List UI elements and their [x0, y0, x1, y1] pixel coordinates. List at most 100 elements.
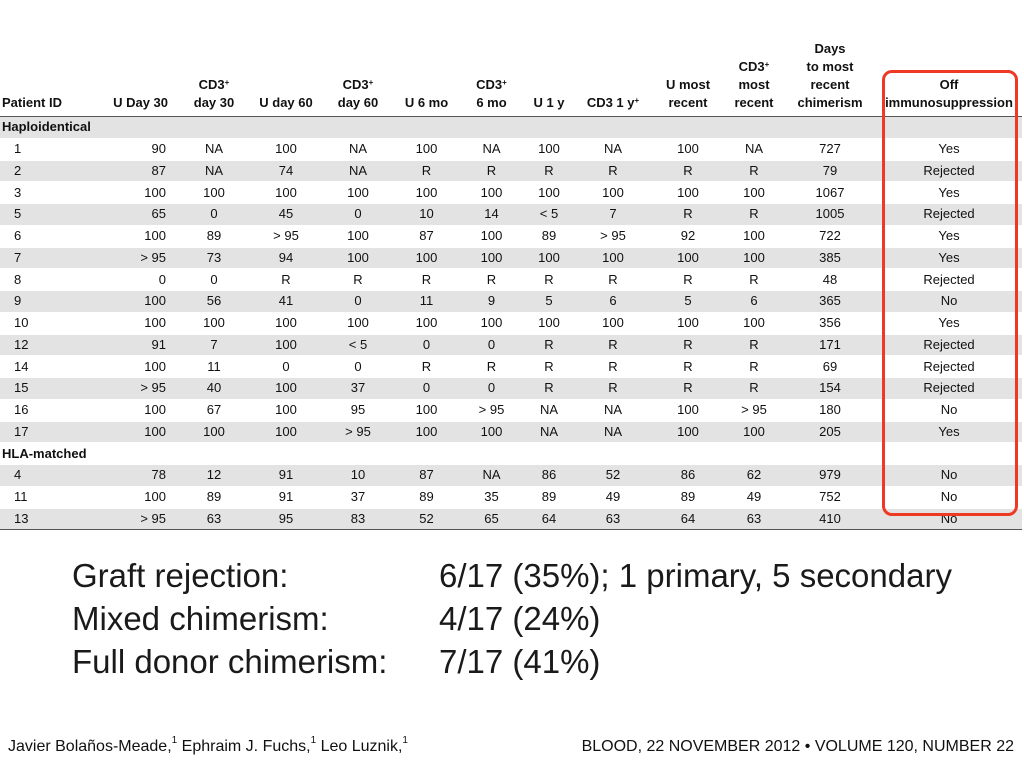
column-header: CD3 1 y+ [574, 40, 652, 117]
table-cell: 385 [784, 247, 876, 270]
patient-id-cell: 10 [0, 312, 98, 335]
patient-id-cell: 14 [0, 355, 98, 378]
table-cell: 64 [652, 508, 724, 531]
table-cell: 91 [250, 464, 322, 487]
column-header: U most recent [652, 40, 724, 117]
table-cell: 83 [322, 508, 394, 531]
table-cell: 100 [98, 290, 178, 313]
footer-journal-citation: BLOOD, 22 NOVEMBER 2012 • VOLUME 120, NU… [581, 738, 1014, 755]
table-cell: 0 [322, 203, 394, 226]
table-cell: Yes [876, 138, 1022, 161]
table-cell: 100 [524, 247, 574, 270]
header-text: day 60 [337, 95, 379, 110]
table-cell: 1005 [784, 203, 876, 226]
table-cell: 171 [784, 334, 876, 357]
table-cell: 100 [524, 312, 574, 335]
author-name: Leo Luznik, [316, 738, 403, 755]
table-cell: 62 [724, 464, 784, 487]
table-cell: Rejected [876, 268, 1022, 291]
table-cell: 89 [178, 225, 250, 248]
table-cell: NA [178, 160, 250, 183]
patient-id-cell: 2 [0, 160, 98, 183]
table-cell: 100 [322, 181, 394, 204]
table-cell: NA [178, 138, 250, 161]
group-row: Haploidentical [0, 116, 1022, 139]
table-cell: 65 [98, 203, 178, 226]
table-cell: NA [574, 138, 652, 161]
table-row: 6 100 89 > 95 100 87 100 89 > 95 92 100 722 Yes [0, 225, 1022, 248]
header-text: recent [668, 95, 708, 110]
table-cell: No [876, 508, 1022, 531]
table-cell: 5 [652, 290, 724, 313]
group-label: Haploidentical [0, 116, 1022, 139]
patient-id-cell: 16 [0, 399, 98, 422]
summary-row-full-donor-chimerism: Full donor chimerism: 7/17 (41%) [72, 640, 952, 683]
table-cell: 79 [784, 160, 876, 183]
table-cell: R [524, 377, 574, 400]
table-cell: 0 [394, 334, 459, 357]
table-cell: Rejected [876, 203, 1022, 226]
table-cell: 100 [322, 312, 394, 335]
table-cell: 14 [459, 203, 524, 226]
table-cell: 100 [98, 486, 178, 509]
table-cell: 49 [574, 486, 652, 509]
column-header: CD3+ most recent [724, 40, 784, 117]
table-cell: No [876, 399, 1022, 422]
table-cell: 100 [724, 225, 784, 248]
table-cell: 89 [524, 486, 574, 509]
table-cell: 100 [394, 421, 459, 444]
table-row: 17 100 100 100 > 95 100 100 NA NA 100 100 205 Yes [0, 421, 1022, 444]
table-cell: 87 [98, 160, 178, 183]
table-cell: Rejected [876, 355, 1022, 378]
table-cell: R [724, 203, 784, 226]
table-cell: 64 [524, 508, 574, 531]
table-cell: NA [322, 160, 394, 183]
footer-authors: Javier Bolaños-Meade,1 Ephraim J. Fuchs,… [8, 735, 408, 756]
table-header: Patient ID U Day 30 CD3+ day 30 U day 60 CD3+… [0, 40, 1022, 117]
header-text: chimerism [797, 95, 863, 110]
author-name: Ephraim J. Fuchs, [177, 738, 311, 755]
table-row: 15 > 95 40 100 37 0 0 R R R R 154 Rejected [0, 377, 1022, 400]
table-cell: 89 [524, 225, 574, 248]
header-text: day 30 [193, 95, 235, 110]
table-cell: 100 [250, 377, 322, 400]
table-cell: 52 [574, 464, 652, 487]
table-cell: 356 [784, 312, 876, 335]
table-cell: Yes [876, 225, 1022, 248]
table-cell: 100 [322, 247, 394, 270]
table-cell: 95 [250, 508, 322, 531]
column-header: U 1 y [524, 40, 574, 117]
patient-id-cell: 4 [0, 464, 98, 487]
header-text: CD3 [342, 77, 369, 92]
table-cell: 100 [724, 421, 784, 444]
table-cell: > 95 [574, 225, 652, 248]
table-cell: 1067 [784, 181, 876, 204]
table-cell: 48 [784, 268, 876, 291]
summary-label: Mixed chimerism: [72, 600, 329, 637]
table-cell: > 95 [724, 399, 784, 422]
table-cell: 92 [652, 225, 724, 248]
table-cell: R [459, 268, 524, 291]
table-cell: 0 [178, 203, 250, 226]
header-text: CD3 [198, 77, 225, 92]
table-cell: R [394, 268, 459, 291]
table-cell: R [394, 160, 459, 183]
table-cell: NA [574, 399, 652, 422]
table-cell: 12 [178, 464, 250, 487]
table-cell: 100 [524, 181, 574, 204]
table-cell: 100 [178, 312, 250, 335]
table-cell: 0 [178, 268, 250, 291]
table-cell: Rejected [876, 160, 1022, 183]
table-cell: 10 [322, 464, 394, 487]
table-cell: 11 [178, 355, 250, 378]
table-cell: 100 [574, 181, 652, 204]
table-cell: 154 [784, 377, 876, 400]
table-cell: R [524, 268, 574, 291]
table-cell: R [724, 334, 784, 357]
table-cell: 100 [250, 421, 322, 444]
table-cell: 100 [394, 312, 459, 335]
header-text: recent [734, 95, 774, 110]
table-cell: 91 [98, 334, 178, 357]
table-cell: 727 [784, 138, 876, 161]
summary-value: 7/17 (41%) [439, 643, 601, 680]
